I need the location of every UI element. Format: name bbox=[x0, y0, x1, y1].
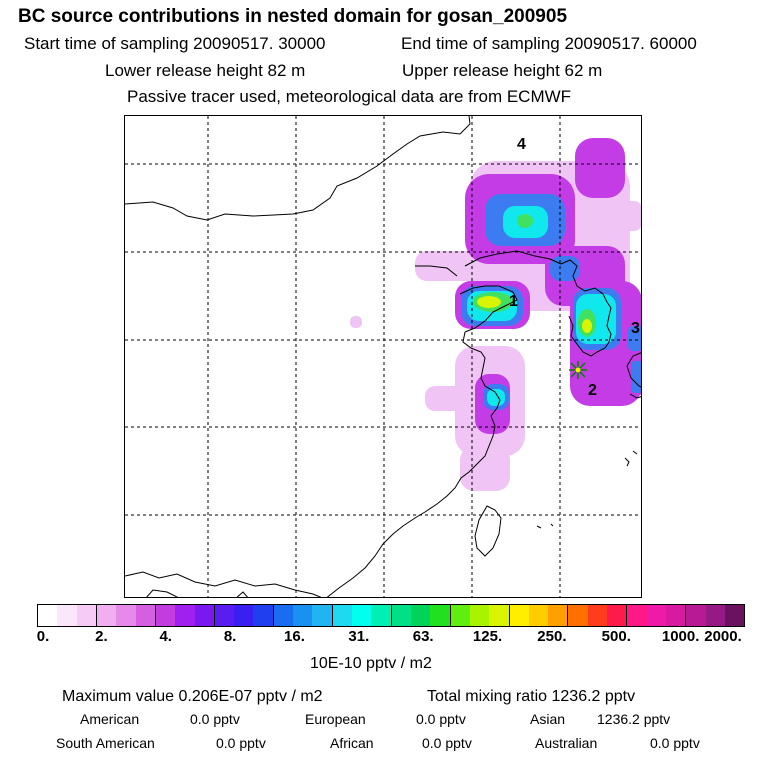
colorbar-tick-label: 500. bbox=[601, 628, 631, 645]
region-australian-label: Australian bbox=[535, 735, 598, 751]
start-time-text: Start time of sampling 20090517. 30000 bbox=[24, 34, 326, 53]
region-european-label: European bbox=[305, 711, 366, 727]
colorbar-segment bbox=[352, 605, 372, 626]
colorbar-tick-label: 2000. bbox=[704, 628, 742, 645]
region-asian-value: 1236.2 pptv bbox=[597, 711, 671, 727]
colorbar-tick-label: 4. bbox=[159, 628, 172, 645]
region-african-value: 0.0 pptv bbox=[422, 735, 472, 751]
colorbar-segment bbox=[509, 605, 529, 626]
colorbar-segment bbox=[116, 605, 136, 626]
colorbar-segment bbox=[175, 605, 195, 626]
map-canvas: 4 1 3 2 bbox=[125, 116, 641, 597]
colorbar bbox=[37, 604, 745, 627]
concentration-field bbox=[350, 138, 641, 491]
total-mixing-ratio-text: Total mixing ratio 1236.2 pptv bbox=[427, 688, 636, 705]
colorbar-segment bbox=[155, 605, 176, 626]
maximum-value-text: Maximum value 0.206E-07 pptv / m2 bbox=[62, 688, 323, 705]
region-south-american-label: South American bbox=[56, 735, 155, 751]
colorbar-segment bbox=[96, 605, 117, 626]
colorbar-tick-label: 8. bbox=[223, 628, 237, 645]
colorbar-tick-label: 31. bbox=[348, 628, 370, 645]
region-european-value: 0.0 pptv bbox=[416, 711, 466, 727]
colorbar-segment bbox=[489, 605, 510, 626]
lower-release-text: Lower release height 82 m bbox=[105, 61, 306, 80]
colorbar-segment bbox=[57, 605, 77, 626]
colorbar-tick-label: 125. bbox=[472, 628, 503, 645]
colorbar-segment bbox=[410, 605, 431, 626]
colorbar-tick-label: 2. bbox=[95, 628, 108, 645]
map-label-4: 4 bbox=[517, 136, 526, 153]
upper-release-text: Upper release height 62 m bbox=[402, 61, 603, 80]
region-american-label: American bbox=[80, 711, 140, 727]
colorbar-segment bbox=[273, 605, 294, 626]
colorbar-segment bbox=[587, 605, 608, 626]
region-american-value: 0.0 pptv bbox=[190, 711, 240, 727]
colorbar-segment bbox=[528, 605, 549, 626]
coastlines bbox=[125, 116, 641, 597]
colorbar-segment bbox=[627, 605, 647, 626]
colorbar-segment bbox=[135, 605, 156, 626]
colorbar-segment bbox=[666, 605, 687, 626]
colorbar-segment bbox=[391, 605, 411, 626]
colorbar-segment bbox=[568, 605, 588, 626]
region-south-american-value: 0.0 pptv bbox=[216, 735, 266, 751]
colorbar-tick-label: 0. bbox=[36, 628, 50, 645]
colorbar-segment bbox=[646, 605, 666, 626]
colorbar-segment bbox=[234, 605, 254, 626]
graticule bbox=[125, 116, 641, 597]
colorbar-segment bbox=[607, 605, 628, 626]
colorbar-segment bbox=[430, 605, 451, 626]
end-time-text: End time of sampling 20090517. 60000 bbox=[401, 34, 697, 53]
colorbar-units: 10E-10 pptv / m2 bbox=[310, 655, 432, 672]
colorbar-segment bbox=[686, 605, 706, 626]
colorbar-segment bbox=[76, 605, 97, 626]
region-african-label: African bbox=[330, 735, 374, 751]
colorbar-segment bbox=[38, 605, 58, 626]
colorbar-tick-label: 250. bbox=[537, 628, 567, 645]
colorbar-segment bbox=[293, 605, 313, 626]
colorbar-segment bbox=[312, 605, 333, 626]
region-australian-value: 0.0 pptv bbox=[650, 735, 700, 751]
colorbar-segment bbox=[332, 605, 352, 626]
colorbar-tick-label: 63. bbox=[412, 628, 434, 645]
map-label-2: 2 bbox=[588, 382, 597, 399]
colorbar-segment bbox=[450, 605, 470, 626]
colorbar-tick-label: 16. bbox=[284, 628, 305, 645]
tracer-note-text: Passive tracer used, meteorological data… bbox=[127, 87, 572, 106]
map-label-1: 1 bbox=[509, 293, 518, 310]
colorbar-segment bbox=[371, 605, 392, 626]
colorbar-segment bbox=[705, 605, 725, 626]
region-asian-label: Asian bbox=[530, 711, 566, 727]
colorbar-tick-label: 1000. bbox=[661, 628, 700, 645]
figure-title: BC source contributions in nested domain… bbox=[18, 6, 568, 27]
colorbar-segment bbox=[548, 605, 569, 626]
colorbar-segment bbox=[194, 605, 215, 626]
colorbar-segment bbox=[724, 605, 745, 626]
colorbar-segment bbox=[253, 605, 274, 626]
colorbar-segment bbox=[469, 605, 490, 626]
receptor-center bbox=[575, 367, 581, 373]
map-label-3: 3 bbox=[631, 320, 640, 337]
map-panel: 4 1 3 2 bbox=[124, 115, 642, 598]
colorbar-segment bbox=[214, 605, 235, 626]
